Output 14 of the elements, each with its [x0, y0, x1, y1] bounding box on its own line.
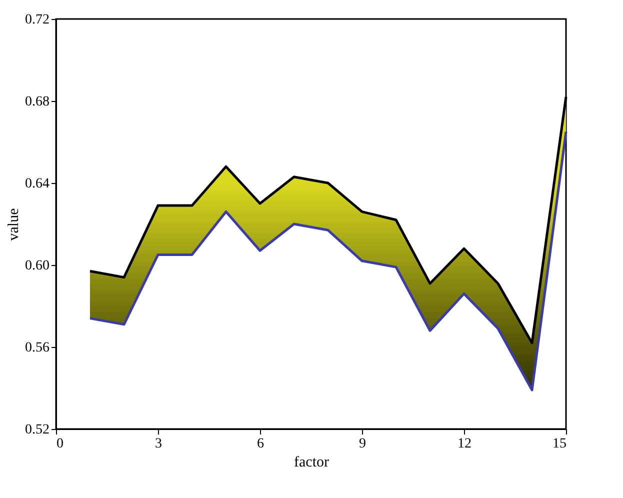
- y-tick-label: 0.52: [25, 422, 50, 438]
- x-tick-label: 6: [257, 436, 264, 452]
- x-tick-label: 3: [155, 436, 162, 452]
- y-axis-title: value: [6, 208, 22, 241]
- y-tick-label: 0.72: [25, 12, 50, 28]
- x-axis-title: factor: [294, 454, 329, 470]
- y-tick-label: 0.68: [25, 94, 50, 110]
- y-tick-label: 0.56: [25, 340, 50, 356]
- y-tick-label: 0.60: [25, 258, 50, 274]
- x-tick-label: 15: [552, 436, 566, 452]
- x-tick-label: 12: [458, 436, 472, 452]
- x-tick-label: 9: [359, 436, 366, 452]
- y-tick-label: 0.64: [25, 176, 50, 192]
- x-tick-label: 0: [56, 436, 64, 452]
